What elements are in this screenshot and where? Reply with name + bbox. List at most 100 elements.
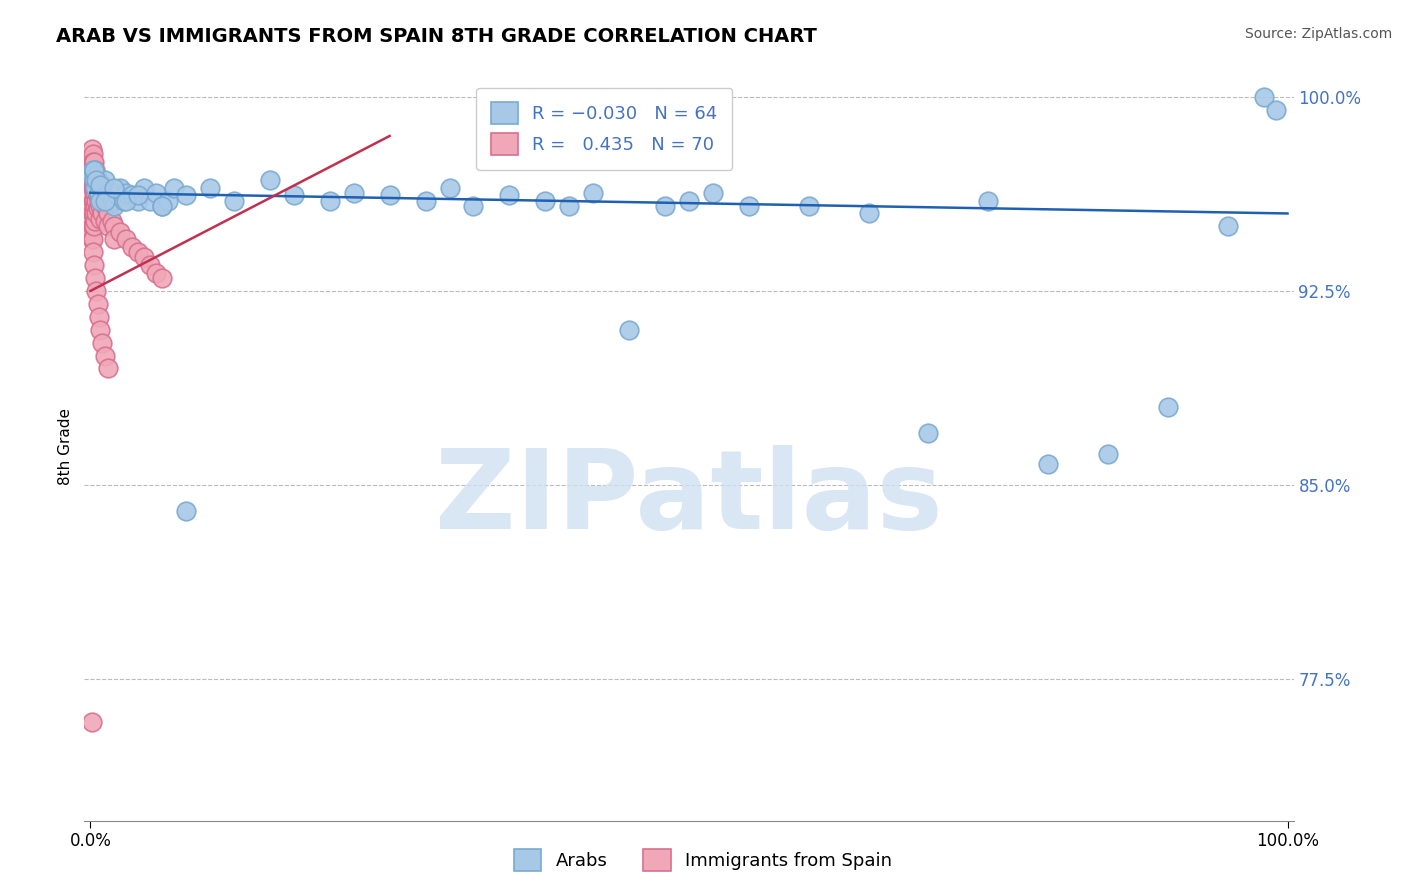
Point [134,251,156,265]
Point [83,206,105,220]
Point [84,271,107,285]
Point [439,180,461,194]
Point [82,245,104,260]
Point [89,194,111,208]
Point [84,180,107,194]
Point [86,173,108,187]
Point [91,194,114,208]
Point [80,152,103,166]
Point [97,206,120,220]
Point [134,180,156,194]
Point [80,188,103,202]
Point [174,503,197,517]
Point [319,194,342,208]
Point [86,202,108,216]
Point [80,199,103,213]
Legend: R = −0.030   N = 64, R =   0.435   N = 70: R = −0.030 N = 64, R = 0.435 N = 70 [477,88,733,169]
Point [93,173,115,187]
Point [86,168,108,182]
Point [145,186,167,200]
Point [82,206,104,220]
Point [89,199,111,213]
Legend: Arabs, Immigrants from Spain: Arabs, Immigrants from Spain [506,842,900,879]
Point [222,194,245,208]
Point [80,142,103,156]
Point [86,168,108,182]
Point [110,225,132,239]
Point [83,173,105,187]
Point [83,219,105,234]
Point [127,194,149,208]
Point [150,271,173,285]
Point [82,168,104,182]
Point [83,258,105,272]
Point [86,176,108,190]
Point [115,232,138,246]
Point [103,199,125,213]
Point [150,199,173,213]
Point [654,199,676,213]
Point [83,194,105,208]
Point [101,214,124,228]
Point [80,219,103,234]
Point [343,186,366,200]
Point [1036,457,1059,471]
Point [80,232,103,246]
Point [82,232,104,246]
Point [534,194,557,208]
Text: Source: ZipAtlas.com: Source: ZipAtlas.com [1244,27,1392,41]
Point [977,194,1000,208]
Point [86,297,108,311]
Point [82,180,104,194]
Point [80,715,103,730]
Point [678,194,700,208]
Point [463,199,485,213]
Point [87,194,110,208]
Point [80,173,103,187]
Point [80,162,103,177]
Point [139,194,162,208]
Point [378,188,401,202]
Point [1097,447,1119,461]
Point [115,186,138,200]
Point [82,154,104,169]
Point [82,219,104,234]
Point [93,349,115,363]
Point [1253,90,1275,104]
Point [858,206,880,220]
Point [917,426,939,441]
Point [1157,401,1180,415]
Point [103,232,125,246]
Point [86,194,108,208]
Point [89,186,111,200]
Point [115,194,138,208]
Point [174,188,197,202]
Point [86,206,108,220]
Point [112,194,135,208]
Text: ARAB VS IMMIGRANTS FROM SPAIN 8TH GRADE CORRELATION CHART: ARAB VS IMMIGRANTS FROM SPAIN 8TH GRADE … [56,27,817,45]
Point [86,173,108,187]
Text: ZIPatlas: ZIPatlas [434,445,943,552]
Point [145,266,167,280]
Point [84,199,107,213]
Point [127,188,149,202]
Point [86,180,108,194]
Point [163,180,186,194]
Point [157,194,180,208]
Point [110,180,132,194]
Point [82,162,104,177]
Point [259,173,281,187]
Point [83,162,105,177]
Point [121,240,143,254]
Point [797,199,820,213]
Point [101,194,124,208]
Point [702,186,724,200]
Point [89,211,111,226]
Point [87,186,110,200]
Point [89,178,111,192]
Point [84,173,107,187]
Point [86,188,108,202]
Point [93,214,115,228]
Point [89,323,111,337]
Point [139,258,162,272]
